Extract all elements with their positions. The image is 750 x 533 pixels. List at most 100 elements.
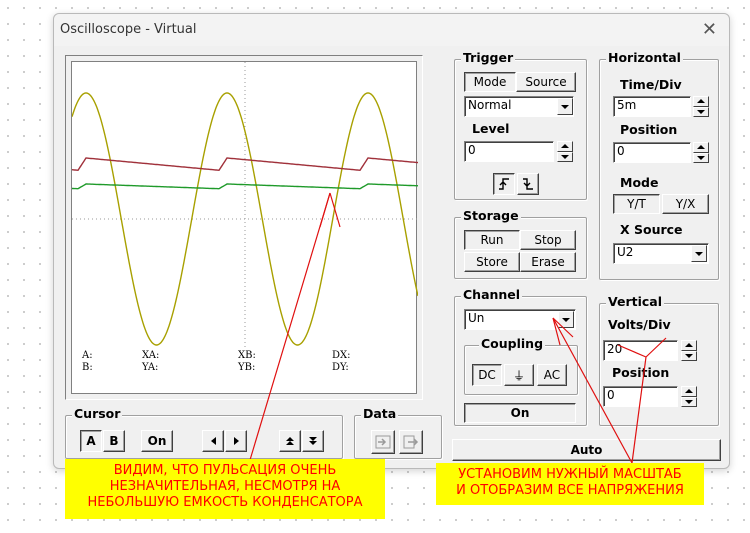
store-button[interactable]: Store [464,252,520,272]
coupling-dc-button[interactable]: DC [472,364,502,386]
coupling-ac-button[interactable]: AC [537,364,567,386]
level-down-icon[interactable] [557,151,573,162]
arrow-left-icon [210,437,216,445]
horizontal-position-spinner[interactable] [693,142,709,163]
x-source-select[interactable]: U2 [613,243,709,264]
vertical-position-label: Position [612,365,670,380]
export-icon [403,435,419,449]
x-source-label: X Source [620,222,683,237]
horizontal-position-input[interactable]: 0 [613,142,691,163]
storage-group: Storage Run Stop Store Erase [454,209,587,279]
cursor-label: Cursor [72,406,123,421]
arrow-right-icon [233,437,239,445]
trigger-level-input[interactable]: 0 [464,141,554,162]
channel-dropdown-icon[interactable] [558,311,574,328]
h-position-down-icon[interactable] [693,152,709,163]
coupling-gnd-button[interactable]: ⏚ [504,364,534,386]
trigger-group: Trigger Mode Source Normal Level 0 [454,51,587,200]
vertical-position-spinner[interactable] [681,386,697,407]
volts-div-input[interactable]: 20 [603,340,678,361]
volts-div-up-icon[interactable] [681,340,697,351]
time-div-input[interactable]: 5m [613,96,691,117]
scope-traces [72,62,418,347]
cursor-a-button[interactable]: A [80,430,102,452]
trigger-level-spinner[interactable] [557,141,573,162]
readout-a: A: [82,350,93,361]
oscilloscope-window: Oscilloscope - Virtual ✕ A: B: XA: YA: X… [53,13,730,469]
sine-trace [72,92,418,346]
auto-button[interactable]: Auto [452,439,721,461]
annotation-left-line2: НЕЗНАЧИТЕЛЬНАЯ, НЕСМОТРЯ НА [109,479,341,494]
cursor-left-button[interactable] [202,430,224,452]
coupling-group: Coupling DC ⏚ AC [464,337,578,395]
readout-xa: XA: [142,350,160,361]
falling-edge-icon [523,178,533,190]
time-div-up-icon[interactable] [693,96,709,107]
x-source-dropdown-icon[interactable] [691,245,707,262]
trigger-mode-select[interactable]: Normal [464,96,574,117]
time-div-spinner[interactable] [693,96,709,117]
v-position-down-icon[interactable] [681,396,697,407]
cursor-right-button[interactable] [225,430,247,452]
rising-edge-button[interactable] [493,173,515,195]
annotation-right-note: УСТАНОВИМ НУЖНЫЙ МАСШТАБ И ОТОБРАЗИМ ВСЕ… [436,463,704,505]
data-import-button[interactable] [371,430,395,454]
readout-ya: YA: [142,362,159,373]
data-export-button[interactable] [399,430,423,454]
cursor-group: Cursor A B On [65,407,343,459]
time-div-down-icon[interactable] [693,106,709,117]
scope-display-frame: A: B: XA: YA: XB: YB: DX: DY: [65,55,423,400]
readout-yb: YB: [238,362,256,373]
channel-on-button[interactable]: On [464,403,576,423]
time-div-label: Time/Div [620,77,682,92]
step-up-icon [286,437,294,445]
channel-group: Channel Un Coupling DC ⏚ AC On [454,288,587,426]
coupling-label: Coupling [479,336,546,351]
ground-icon: ⏚ [512,368,525,383]
readout-b: B: [82,362,93,373]
volts-div-spinner[interactable] [681,340,697,361]
close-icon[interactable]: ✕ [701,19,717,40]
level-up-icon[interactable] [557,141,573,152]
vertical-group: Vertical Volts/Div 20 Position 0 [599,295,719,426]
cursor-b-button[interactable]: B [103,430,125,452]
erase-button[interactable]: Erase [520,252,576,272]
window-title: Oscilloscope - Virtual [60,22,197,37]
horizontal-label: Horizontal [606,50,683,65]
annotation-right-line1: УСТАНОВИМ НУЖНЫЙ МАСШТАБ [458,467,682,482]
readout-dy: DY: [332,362,349,373]
ripple-trace [72,183,418,190]
data-group: Data [354,407,442,459]
run-button[interactable]: Run [464,230,520,250]
rising-edge-icon [499,178,509,190]
readout-dx: DX: [332,350,351,361]
cursor-down-button[interactable] [302,430,324,452]
trigger-mode-button[interactable]: Mode [464,72,516,92]
horizontal-group: Horizontal Time/Div 5m Position 0 Mode Y… [599,51,719,280]
cursor-on-button[interactable]: On [141,430,173,452]
vertical-label: Vertical [606,294,665,309]
h-position-up-icon[interactable] [693,142,709,153]
trigger-mode-dropdown-icon[interactable] [557,98,573,115]
mode-yx-button[interactable]: Y/X [662,194,709,214]
data-label: Data [361,406,399,421]
storage-label: Storage [461,208,521,223]
stop-button[interactable]: Stop [520,230,576,250]
cursor-up-button[interactable] [279,430,301,452]
annotation-left-note: ВИДИМ, ЧТО ПУЛЬСАЦИЯ ОЧЕНЬ НЕЗНАЧИТЕЛЬНА… [65,459,385,519]
volts-div-down-icon[interactable] [681,350,697,361]
vertical-position-input[interactable]: 0 [603,386,678,407]
step-down-icon [309,437,317,445]
rectified-trace [72,157,418,172]
trigger-label: Trigger [461,50,516,65]
mode-yt-button[interactable]: Y/T [613,194,660,214]
annotation-right-line2: И ОТОБРАЗИМ ВСЕ НАПРЯЖЕНИЯ [456,483,684,498]
channel-select[interactable]: Un [464,309,576,330]
volts-div-label: Volts/Div [608,317,671,332]
readout-xb: XB: [238,350,256,361]
annotation-left-line3: НЕБОЛЬШУЮ ЕМКОСТЬ КОНДЕНСАТОРА [87,495,363,510]
trigger-source-button[interactable]: Source [516,72,576,92]
v-position-up-icon[interactable] [681,386,697,397]
falling-edge-button[interactable] [517,173,539,195]
import-icon [375,435,391,449]
